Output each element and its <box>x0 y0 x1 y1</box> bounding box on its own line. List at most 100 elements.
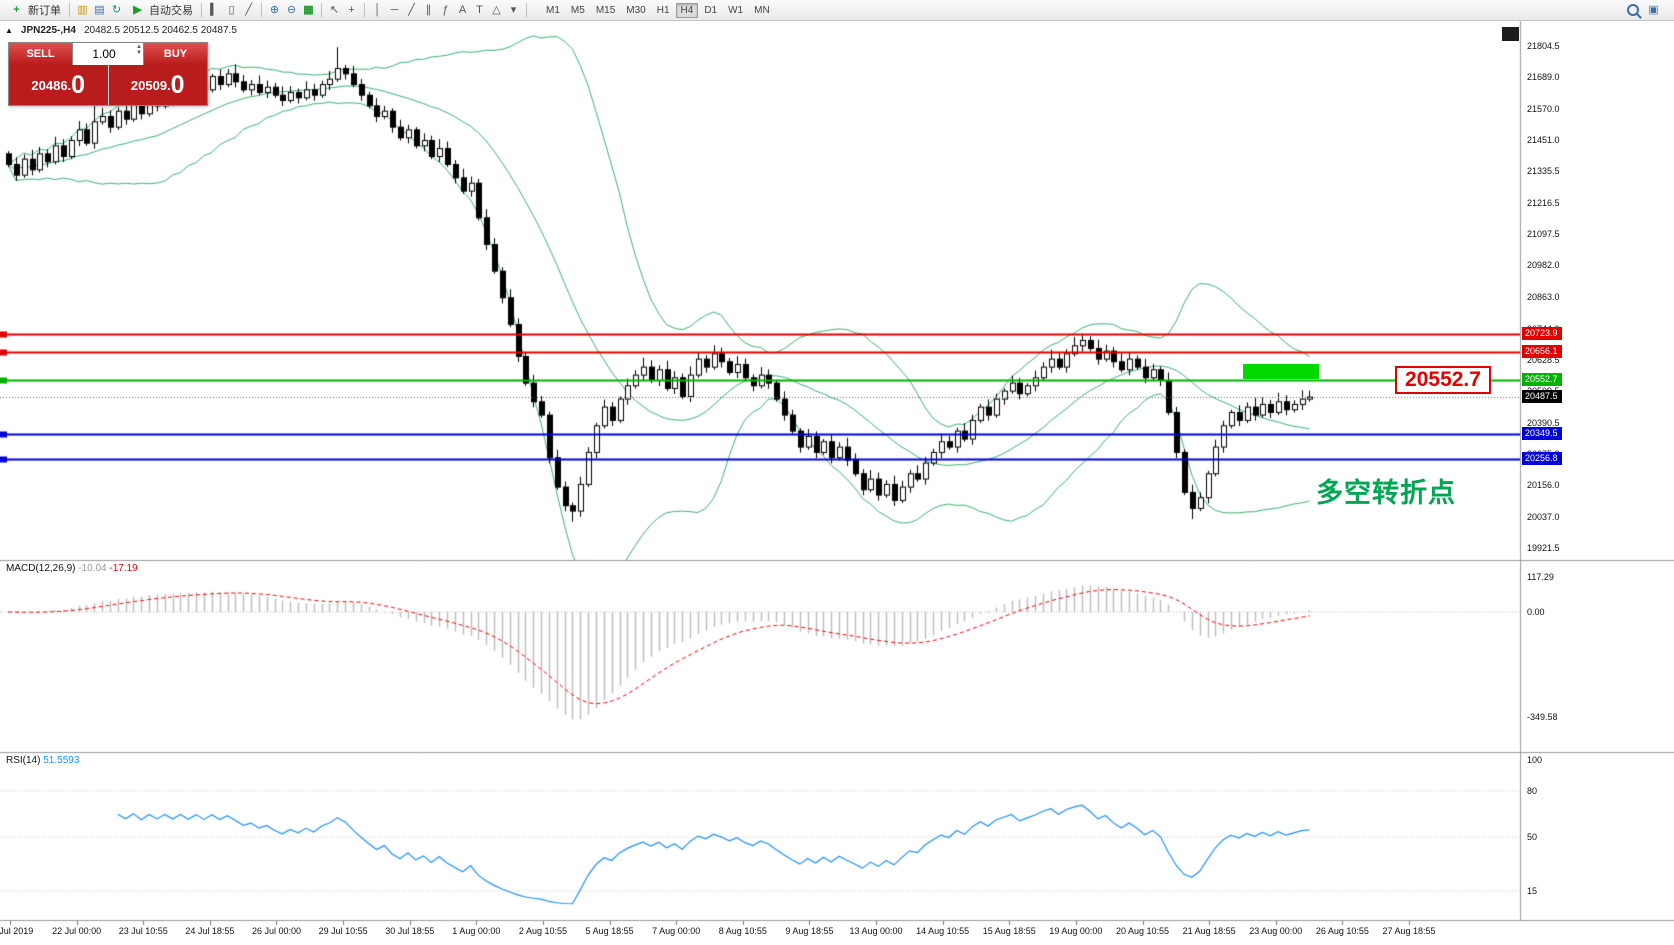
shapes-dropdown-icon[interactable]: ▾ <box>510 3 517 16</box>
toolbar-separator <box>69 3 70 17</box>
timeframe-m1-button[interactable]: M1 <box>546 4 560 16</box>
time-axis-label[interactable]: 14 Aug 10:55 <box>916 926 970 936</box>
price-axis-label: 21216.5 <box>1527 197 1560 208</box>
timeframe-m5-button[interactable]: M5 <box>570 4 585 16</box>
time-axis-label[interactable]: 8 Aug 10:55 <box>718 926 767 936</box>
channel-tool-icon[interactable]: ∥ <box>425 3 432 16</box>
price-axis-label: 20863.0 <box>1527 292 1560 302</box>
price-axis-label: 21804.5 <box>1527 41 1560 51</box>
new-order-button[interactable]: + 新订单 <box>4 1 65 19</box>
turning-point-note[interactable]: 多空转折点 <box>1316 478 1456 508</box>
price-axis-label: 20156.0 <box>1527 480 1560 491</box>
timeframe-h1-button[interactable]: H1 <box>656 4 670 16</box>
time-axis-label[interactable]: 27 Aug 18:55 <box>1382 926 1436 936</box>
time-axis-label[interactable]: 20 Aug 10:55 <box>1116 926 1170 936</box>
highlight-rectangle[interactable] <box>1243 364 1319 379</box>
price-axis-label: 20390.5 <box>1527 417 1560 428</box>
price-line-badge: 20552.7 <box>1522 372 1562 386</box>
time-axis-label[interactable]: 5 Aug 18:55 <box>585 926 634 936</box>
auto-trading-label: 自动交易 <box>149 5 193 17</box>
timeframe-mn-button[interactable]: MN <box>754 4 770 16</box>
price-axis-label: 21097.5 <box>1527 229 1560 240</box>
price-line-badge: 20349.5 <box>1522 426 1562 440</box>
main-toolbar: + 新订单 ▥ ▤ ↻ ▶ 自动交易 ▍ ▯ ╱ ⊕ ⊖ ▦ ↖ + │ ─ ╱… <box>0 0 1674 21</box>
fibonacci-tool-icon[interactable]: ƒ <box>442 3 449 16</box>
one-click-trading-panel: SELL ▲ ▼ BUY 20486.0 20509.0 <box>8 42 208 106</box>
sell-price-big: 0 <box>71 70 86 99</box>
vertical-line-tool-icon[interactable]: │ <box>374 3 381 16</box>
timeframe-w1-button[interactable]: W1 <box>728 4 744 16</box>
time-axis-label[interactable]: 26 Aug 10:55 <box>1315 926 1369 936</box>
price-axis-label: 19921.5 <box>1527 543 1560 553</box>
buy-price-small: 20509. <box>130 77 171 93</box>
new-order-icon: + <box>13 3 20 16</box>
price-callout-box[interactable]: 20552.7 <box>1395 365 1491 394</box>
time-axis-label[interactable]: 23 Aug 00:00 <box>1249 926 1303 936</box>
market-watch-icon[interactable]: ▤ <box>94 3 105 16</box>
time-axis-label[interactable]: 26 Jul 00:00 <box>251 926 301 936</box>
toolbar-separator <box>261 3 262 17</box>
auto-trading-button[interactable]: ▶ 自动交易 <box>125 1 197 19</box>
search-icon[interactable] <box>1627 4 1639 16</box>
horizontal-line-tool-icon[interactable]: ─ <box>390 3 399 16</box>
time-axis-label[interactable]: 30 Jul 18:55 <box>385 926 435 936</box>
line-chart-type-icon[interactable]: ╱ <box>245 3 252 16</box>
tile-windows-icon[interactable]: ▦ <box>303 3 314 16</box>
zoom-in-icon[interactable]: ⊕ <box>269 3 280 16</box>
time-axis-label[interactable]: 23 Jul 10:55 <box>118 926 168 936</box>
timeframe-toolbar: M1 M5 M15 M30 H1 H4 D1 W1 MN <box>541 2 776 18</box>
macd-main-value: -10.04 <box>78 563 107 574</box>
text-tool-icon[interactable]: A <box>458 3 467 16</box>
buy-button[interactable]: BUY <box>144 43 207 65</box>
time-axis-label[interactable]: 24 Jul 18:55 <box>185 926 235 936</box>
volume-up-icon[interactable]: ▲ <box>136 44 142 50</box>
bid-price-badge: 20487.5 <box>1522 390 1562 404</box>
rsi-value: 51.5593 <box>43 755 80 766</box>
refresh-icon[interactable]: ↻ <box>111 3 122 16</box>
toolbar-separator <box>364 3 365 17</box>
label-tool-icon[interactable]: T <box>476 3 483 16</box>
time-axis-label[interactable]: 21 Aug 18:55 <box>1182 926 1236 936</box>
time-axis-label[interactable]: 15 Aug 18:55 <box>982 926 1036 936</box>
price-axis-label: 21689.0 <box>1527 71 1560 82</box>
volume-down-icon[interactable]: ▼ <box>136 50 142 56</box>
panel-icon[interactable]: ▣ <box>1648 3 1659 16</box>
collapse-triangle-icon[interactable]: ▲ <box>5 26 13 35</box>
time-axis-label[interactable]: 13 Aug 00:00 <box>849 926 903 936</box>
macd-axis-label: 0.00 <box>1527 607 1545 617</box>
zoom-out-icon[interactable]: ⊖ <box>286 3 297 16</box>
timeframe-m30-button[interactable]: M30 <box>626 4 646 16</box>
crosshair-icon[interactable]: + <box>348 3 355 16</box>
toolbar-separator <box>321 3 322 17</box>
macd-axis-label: -349.58 <box>1527 711 1558 722</box>
chart-window-button[interactable] <box>1502 27 1519 41</box>
chart-ohlc-values: 20482.5 20512.5 20462.5 20487.5 <box>83 25 237 36</box>
chart-window-icon[interactable]: ▥ <box>77 3 88 16</box>
price-axis-label: 21451.0 <box>1527 135 1560 146</box>
buy-price: 20509. 0 <box>109 65 208 105</box>
timeframe-d1-button[interactable]: D1 <box>704 4 718 16</box>
time-axis-label[interactable]: 1 Aug 00:00 <box>452 926 501 936</box>
macd-name: MACD(12,26,9) <box>6 563 76 574</box>
shapes-tool-icon[interactable]: △ <box>492 3 501 16</box>
cursor-icon[interactable]: ↖ <box>329 3 340 16</box>
time-axis-label[interactable]: 22 Jul 00:00 <box>52 926 102 936</box>
price-axis-label: 20037.0 <box>1527 512 1560 523</box>
rsi-axis-label: 100 <box>1527 755 1543 765</box>
bar-chart-type-icon[interactable]: ▍ <box>210 3 219 16</box>
volume-input[interactable] <box>73 46 143 62</box>
trendline-tool-icon[interactable]: ╱ <box>408 3 415 16</box>
candlestick-type-icon[interactable]: ▯ <box>228 3 235 16</box>
time-axis-label[interactable]: 9 Aug 18:55 <box>785 926 834 936</box>
sell-button[interactable]: SELL <box>9 43 72 65</box>
time-axis-label[interactable]: 29 Jul 10:55 <box>318 926 368 936</box>
timeframe-m15-button[interactable]: M15 <box>595 4 616 16</box>
time-axis-label[interactable]: 7 Aug 00:00 <box>652 926 701 936</box>
time-axis-label[interactable]: 2 Aug 10:55 <box>518 926 567 936</box>
volume-spinner: ▲ ▼ <box>136 44 142 56</box>
timeframe-h4-button[interactable]: H4 <box>675 2 699 18</box>
time-axis-label[interactable]: 19 Aug 00:00 <box>1049 926 1103 936</box>
time-axis-label[interactable]: 18 Jul 2019 <box>0 926 34 936</box>
